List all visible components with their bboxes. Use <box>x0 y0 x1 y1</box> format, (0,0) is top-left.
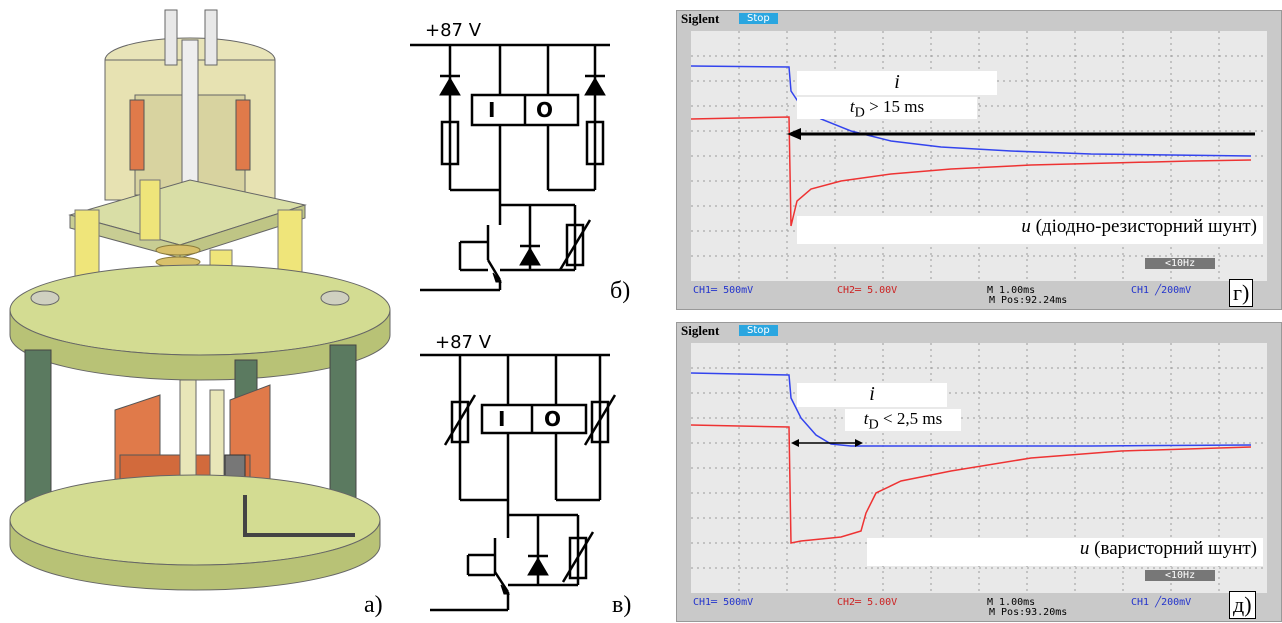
current-trace <box>690 65 1252 157</box>
panel-label-g: г) <box>1229 279 1254 307</box>
delay-annotation: tD < 2,5 ms <box>845 409 961 432</box>
circuit-b-schematic <box>410 43 610 292</box>
panel-label-d: д) <box>1229 591 1256 619</box>
oscillogram-d: Siglent Stop i tD < 2,5 ms u (варисторни… <box>676 322 1282 622</box>
delay-arrow <box>787 128 1255 140</box>
timebase-position: M Pos:92.24ms <box>989 295 1068 306</box>
ch1-scale: CH1═ 500mV <box>693 285 754 296</box>
panel-label-v: в) <box>612 592 632 618</box>
supply-label: +87 V <box>425 20 482 41</box>
trigger-readout: <10Hz <box>1145 570 1216 581</box>
trigger-channel: CH1 ╱200mV <box>1131 597 1192 608</box>
ch2-scale: CH2═ 5.00V <box>837 597 898 608</box>
relay-output-label: O <box>536 98 554 122</box>
trigger-readout: <10Hz <box>1145 258 1216 269</box>
current-label: i <box>797 71 997 95</box>
circuit-diode-resistor: +87 V <box>400 0 660 310</box>
delay-annotation: tD > 15 ms <box>797 97 977 120</box>
scope-status: Stop <box>739 13 778 24</box>
voltage-trace <box>690 116 1252 227</box>
relay-output-label: O <box>544 407 562 431</box>
panel-label-b: б) <box>610 278 631 304</box>
scope-traces-d <box>690 343 1267 593</box>
trigger-channel: CH1 ╱200mV <box>1131 285 1192 296</box>
current-trace <box>690 372 1252 447</box>
circuit-v-schematic <box>420 353 617 612</box>
scope-status: Stop <box>739 325 778 336</box>
scope-screen <box>690 343 1267 593</box>
relay-input-label: I <box>488 98 496 122</box>
actuator-illustration: а) <box>0 0 400 623</box>
ch2-scale: CH2═ 5.00V <box>837 285 898 296</box>
circuit-varistor: +87 V <box>410 310 660 623</box>
ch1-scale: CH1═ 500mV <box>693 597 754 608</box>
voltage-label: u (варисторний шунт) <box>867 538 1263 566</box>
panel-label-a: а) <box>364 592 383 618</box>
timebase: M 1.00ms <box>987 597 1036 608</box>
current-label: i <box>797 383 947 407</box>
oscillogram-g: Siglent Stop i tD > 15 ms u (діодно-рези… <box>676 10 1282 310</box>
voltage-label: u (діодно-резисторний шунт) <box>797 216 1263 244</box>
actuator-drawing <box>9 9 391 591</box>
scope-brand: Siglent <box>681 11 720 26</box>
supply-label: +87 V <box>435 332 492 353</box>
scope-brand: Siglent <box>681 323 720 338</box>
timebase-position: M Pos:93.20ms <box>989 607 1068 618</box>
timebase: M 1.00ms <box>987 285 1036 296</box>
voltage-trace <box>690 424 1252 544</box>
delay-arrow <box>791 439 863 447</box>
relay-input-label: I <box>498 407 506 431</box>
